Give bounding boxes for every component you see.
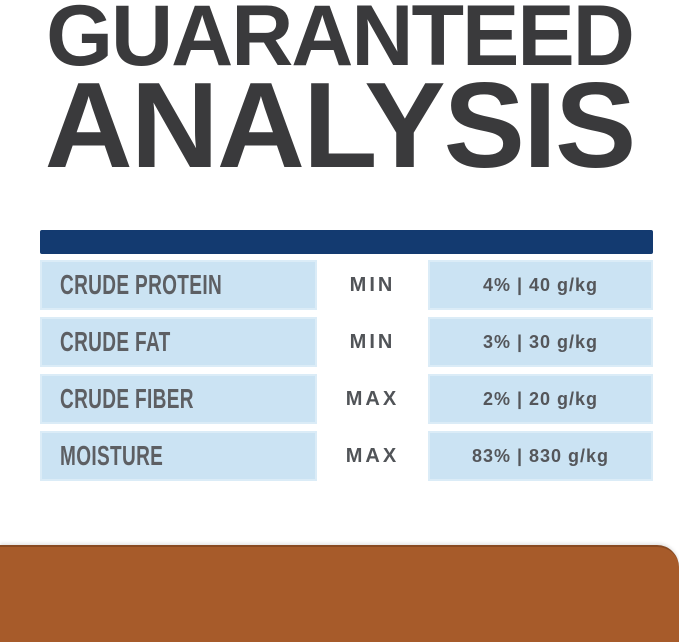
nutrient-value-cell: 83% | 830 g/kg xyxy=(428,431,653,481)
constraint-cell: MAX xyxy=(317,374,428,424)
table-row-moisture: MOISTURE MAX 83% | 830 g/kg xyxy=(40,431,653,481)
nutrient-label: CRUDE PROTEIN xyxy=(60,269,223,300)
nutrient-value: 83% | 830 g/kg xyxy=(471,445,610,466)
title-line-guaranteed: GUARANTEED xyxy=(46,0,635,84)
nutrient-label: CRUDE FAT xyxy=(60,326,171,357)
nutrient-label-cell: MOISTURE xyxy=(40,431,317,481)
nutrient-value-cell: 4% | 40 g/kg xyxy=(428,260,653,310)
constraint-label: MAX xyxy=(345,387,400,410)
table-header-bar xyxy=(40,230,653,254)
constraint-cell: MIN xyxy=(317,317,428,367)
nutrient-value: 4% | 40 g/kg xyxy=(482,274,599,295)
footer-color-band xyxy=(0,545,679,642)
constraint-label: MIN xyxy=(349,330,396,353)
nutrient-value: 3% | 30 g/kg xyxy=(482,331,599,352)
nutrient-value: 2% | 20 g/kg xyxy=(482,388,599,409)
nutrient-value-cell: 3% | 30 g/kg xyxy=(428,317,653,367)
constraint-label: MIN xyxy=(349,273,396,296)
table-row-crude-fat: CRUDE FAT MIN 3% | 30 g/kg xyxy=(40,317,653,367)
nutrient-label: CRUDE FIBER xyxy=(60,383,194,414)
nutrient-label-cell: CRUDE FIBER xyxy=(40,374,317,424)
constraint-cell: MIN xyxy=(317,260,428,310)
title-line-analysis: ANALYSIS xyxy=(44,57,637,193)
nutrient-label-cell: CRUDE FAT xyxy=(40,317,317,367)
table-row-crude-fiber: CRUDE FIBER MAX 2% | 20 g/kg xyxy=(40,374,653,424)
constraint-label: MAX xyxy=(345,444,400,467)
nutrient-value-cell: 2% | 20 g/kg xyxy=(428,374,653,424)
constraint-cell: MAX xyxy=(317,431,428,481)
nutrient-label: MOISTURE xyxy=(60,440,164,471)
nutrient-label-cell: CRUDE PROTEIN xyxy=(40,260,317,310)
table-row-crude-protein: CRUDE PROTEIN MIN 4% | 40 g/kg xyxy=(40,260,653,310)
